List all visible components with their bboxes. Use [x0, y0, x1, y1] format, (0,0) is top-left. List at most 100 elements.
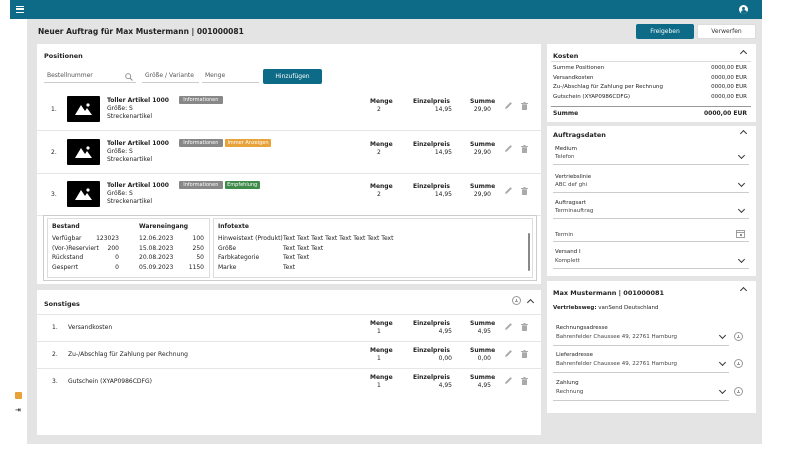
- menu-icon[interactable]: [16, 6, 24, 13]
- qty-header: Menge: [370, 141, 393, 148]
- discard-button[interactable]: Verwerfen: [697, 24, 756, 39]
- product-name[interactable]: Toller Artikel 1000: [107, 182, 169, 189]
- add-circle-icon[interactable]: [734, 359, 743, 368]
- price-header: Einzelpreis: [413, 347, 450, 354]
- customer-select[interactable]: Lieferadresse Bahrenfelder Chaussee 49, 2…: [553, 351, 729, 373]
- infotexts-table: Infotexte Hinweistext (Produkt) Text Text…: [213, 218, 533, 278]
- incoming-qty: 50: [196, 254, 204, 261]
- info-label: Farbkategorie: [218, 254, 260, 261]
- chevron-down-icon: [737, 255, 746, 264]
- cost-value: 0000,00 EUR: [711, 93, 747, 100]
- product-size: Größe: S: [107, 148, 133, 155]
- info-value: Text Text: [283, 254, 310, 261]
- shipping-select[interactable]: Versand I Komplett: [553, 247, 749, 269]
- notification-icon[interactable]: [15, 392, 22, 399]
- delete-trash-icon[interactable]: [521, 377, 528, 385]
- order-data-collapse-icon[interactable]: [739, 129, 748, 138]
- add-position-button[interactable]: Hinzufügen: [263, 69, 322, 84]
- position-row: [37, 89, 543, 131]
- edit-pencil-icon[interactable]: [504, 101, 513, 110]
- sum-header: Summe: [470, 98, 496, 105]
- sum-value: 4,95: [477, 382, 491, 389]
- price-value: 14,95: [434, 149, 452, 156]
- qty-value: 1: [377, 328, 381, 335]
- cost-value: 0000,00 EUR: [711, 65, 747, 71]
- costs-collapse-icon[interactable]: [739, 49, 748, 58]
- stock-value: 0: [115, 263, 119, 271]
- edit-pencil-icon[interactable]: [504, 376, 513, 385]
- product-image-icon: [67, 181, 100, 207]
- user-icon[interactable]: [739, 5, 748, 14]
- select-value: ABC def ghi: [555, 182, 588, 188]
- calendar-icon[interactable]: [736, 229, 745, 238]
- scrollbar[interactable]: [528, 233, 530, 271]
- delete-trash-icon[interactable]: [521, 187, 528, 195]
- edit-pencil-icon[interactable]: [504, 144, 513, 153]
- select-label: Zahlung: [556, 380, 579, 386]
- select-value: Telefon: [555, 154, 575, 160]
- incoming-date: 20.08.2023: [139, 254, 174, 261]
- incoming-qty: 250: [192, 244, 204, 252]
- add-circle-icon[interactable]: [512, 296, 521, 305]
- sum-value: 4,95: [477, 328, 491, 335]
- incoming-date: 15.08.2023: [139, 244, 174, 252]
- top-bar: [10, 0, 762, 19]
- sum-header: Summe: [470, 374, 496, 381]
- sonstiges-row: [37, 341, 541, 367]
- product-name[interactable]: Toller Artikel 1000: [107, 97, 169, 104]
- delete-trash-icon[interactable]: [521, 323, 528, 331]
- stock-label: Rückstand: [52, 254, 84, 261]
- price-header: Einzelpreis: [413, 183, 450, 190]
- tag-green[interactable]: Empfehlung: [224, 181, 260, 189]
- order-select-auftragsart[interactable]: Auftragsart Terminauftrag: [553, 197, 749, 219]
- expand-rail-icon[interactable]: ⇥: [15, 406, 21, 414]
- incoming-qty: 1150: [188, 263, 204, 271]
- infotexts-title: Infotexte: [218, 223, 249, 230]
- delete-trash-icon[interactable]: [521, 145, 528, 153]
- cost-value: 0000,00 EUR: [711, 84, 747, 90]
- info-label: Größe: [218, 244, 237, 252]
- qty-header: Menge: [370, 374, 393, 381]
- release-button[interactable]: Freigeben: [636, 24, 694, 39]
- order-select-vertriebslinie[interactable]: Vertriebslinie ABC def ghi: [553, 171, 749, 193]
- customer-select[interactable]: Rechnungsadresse Bahrenfelder Chaussee 49…: [553, 324, 729, 346]
- edit-pencil-icon[interactable]: [504, 186, 513, 195]
- tag-orange[interactable]: Immer Anzeigen: [224, 139, 272, 147]
- select-label: Medium: [555, 146, 577, 152]
- quantity-input[interactable]: Menge: [202, 70, 259, 83]
- qty-value: 1: [377, 355, 381, 362]
- search-icon[interactable]: [125, 73, 133, 81]
- tag-grey[interactable]: Informationen: [179, 181, 223, 189]
- position-index: 1.: [51, 106, 57, 113]
- edit-pencil-icon[interactable]: [504, 349, 513, 358]
- stock-label: Verfügbar: [52, 235, 82, 242]
- edit-pencil-icon[interactable]: [504, 322, 513, 331]
- price-header: Einzelpreis: [413, 320, 450, 327]
- delete-trash-icon[interactable]: [521, 102, 528, 110]
- tag-grey[interactable]: Informationen: [179, 96, 223, 104]
- info-label: Hinweistext (Produkt): [218, 235, 283, 242]
- stock-table: Bestand Wareneingang Verfügbar 123023 12.0…: [47, 218, 210, 278]
- date-input[interactable]: Termin: [553, 226, 749, 242]
- price-value: 14,95: [434, 106, 452, 113]
- customer-collapse-icon[interactable]: [739, 286, 748, 295]
- article-details-panel: [43, 215, 537, 281]
- collapse-chevron-icon[interactable]: [526, 298, 535, 307]
- add-circle-icon[interactable]: [734, 387, 743, 396]
- select-label: Rechnungsadresse: [556, 325, 608, 331]
- row-name: Zu-/Abschlag für Zahlung per Rechnung: [68, 351, 188, 358]
- stock-value: 123023: [96, 235, 119, 242]
- tag-grey[interactable]: Informationen: [179, 139, 223, 147]
- size-variant-input[interactable]: Größe / Variante: [142, 70, 199, 83]
- divider: [551, 106, 751, 107]
- stock-label: (Vor-)Reserviert: [52, 244, 99, 252]
- delete-trash-icon[interactable]: [521, 350, 528, 358]
- add-circle-icon[interactable]: [734, 332, 743, 341]
- product-name[interactable]: Toller Artikel 1000: [107, 140, 169, 147]
- order-select-medium[interactable]: Medium Telefon: [553, 143, 749, 165]
- price-value: 14,95: [434, 191, 452, 198]
- article-search-input[interactable]: Bestellnummer: [44, 70, 136, 83]
- cost-value: 0000,00 EUR: [711, 74, 747, 81]
- customer-select[interactable]: Zahlung Rechnung: [553, 379, 729, 401]
- stock-col-header: Bestand: [52, 223, 80, 230]
